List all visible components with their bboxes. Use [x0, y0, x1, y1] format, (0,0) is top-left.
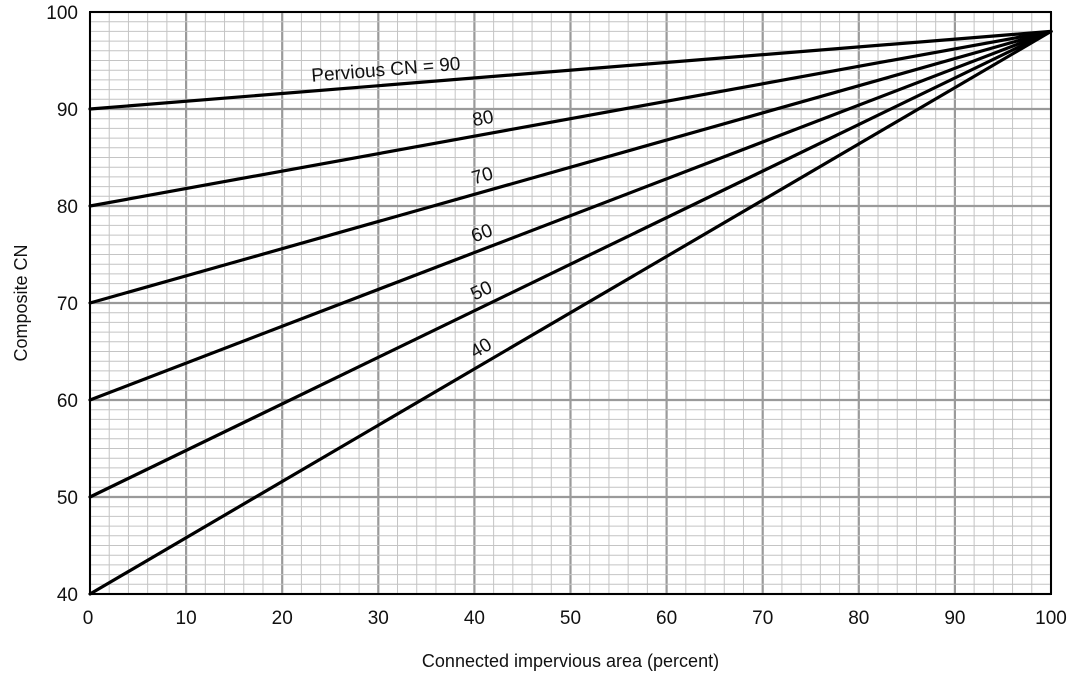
series-label-cn-80: 80	[471, 107, 496, 131]
plot-frame	[89, 11, 1052, 595]
x-tick-labels: 0 10 20 30 40 50 60 70 80 90 100	[83, 608, 1067, 629]
x-tick-label: 0	[83, 608, 94, 629]
x-tick-label: 70	[752, 608, 773, 629]
series-label-cn-60: 60	[468, 220, 495, 247]
series-line-cn-60	[88, 29, 1053, 402]
series-line-cn-70	[88, 29, 1053, 305]
x-tick-label: 10	[176, 608, 197, 629]
x-tick-label: 40	[464, 608, 485, 629]
x-tick-label: 30	[368, 608, 389, 629]
x-tick-label: 100	[1035, 608, 1067, 629]
x-tick-label: 80	[848, 608, 869, 629]
y-tick-label: 80	[57, 197, 78, 218]
y-tick-label: 40	[57, 585, 78, 606]
series-line-cn-40	[88, 29, 1053, 596]
x-tick-label: 60	[656, 608, 677, 629]
x-tick-label: 50	[560, 608, 581, 629]
grid	[88, 10, 1053, 596]
series-line-cn-80	[88, 29, 1053, 208]
series-line-cn-50	[88, 29, 1053, 499]
x-axis-title: Connected impervious area (percent)	[422, 651, 719, 671]
series-line-cn-90	[88, 29, 1053, 111]
series-lines	[88, 29, 1053, 596]
y-tick-label: 60	[57, 391, 78, 412]
y-tick-label: 90	[57, 100, 78, 121]
x-tick-label: 90	[944, 608, 965, 629]
y-tick-labels: 40 50 60 70 80 90 100	[46, 3, 78, 606]
y-tick-label: 70	[57, 294, 78, 315]
y-tick-label: 50	[57, 488, 78, 509]
y-tick-label: 100	[46, 3, 78, 24]
y-axis-title: Composite CN	[11, 244, 31, 361]
x-tick-label: 20	[272, 608, 293, 629]
